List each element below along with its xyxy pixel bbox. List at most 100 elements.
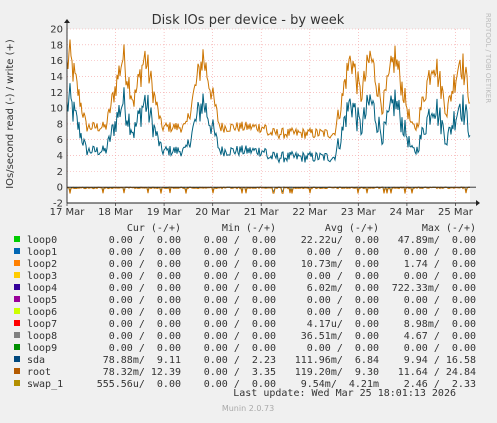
legend-avg-root: 119.20m/ 9.30 (295, 367, 379, 378)
chart-title: Disk IOs per device - by week (152, 13, 345, 28)
y-tick-labels: -2 0 2 4 6 8 10 12 14 16 18 20 (50, 25, 63, 210)
legend-name-loop8: loop8 (27, 331, 57, 342)
legend-swatch-root (14, 368, 20, 374)
legend-max-loop4: 722.33m/ 0.00 (392, 283, 476, 294)
y-tick-label: 12 (50, 88, 63, 99)
legend-swatch-loop0 (14, 236, 20, 242)
x-tick-label: 24 Mar (389, 207, 425, 218)
legend-cur-loop7: 0.00 / 0.00 (109, 319, 181, 330)
y-axis-label: IOs/second read (-) / write (+) (5, 39, 16, 189)
x-tick-label: 19 Mar (147, 207, 183, 218)
legend-cur-swap_1: 555.56u/ 0.00 (97, 379, 181, 390)
legend-min-loop2: 0.00 / 0.00 (204, 259, 276, 270)
x-tick-label: 21 Mar (244, 207, 280, 218)
legend-cur-loop3: 0.00 / 0.00 (109, 271, 181, 282)
legend-avg-loop3: 0.00 / 0.00 (307, 271, 379, 282)
legend-max-sda: 9.94 / 16.58 (404, 355, 476, 366)
y-tick-label: 20 (50, 25, 63, 36)
legend-swatch-loop5 (14, 296, 20, 302)
legend-name-loop1: loop1 (27, 247, 57, 258)
x-axis-arrow (476, 200, 480, 206)
legend-avg-loop9: 0.00 / 0.00 (307, 343, 379, 354)
legend-max-loop8: 4.67 / 0.00 (404, 331, 476, 342)
y-tick-label: 6 (57, 135, 63, 146)
last-update: Last update: Wed Mar 25 18:01:13 2026 (233, 388, 456, 399)
legend-header-max: Max (-/+) (422, 223, 476, 234)
legend-header-min: Min (-/+) (222, 223, 276, 234)
legend-name-sda: sda (27, 355, 45, 366)
legend-cur-loop8: 0.00 / 0.00 (109, 331, 181, 342)
y-tick-label: -2 (53, 199, 63, 210)
legend-cur-sda: 78.88m/ 9.11 (103, 355, 181, 366)
legend-swatch-loop8 (14, 332, 20, 338)
legend-max-root: 11.64 / 24.84 (398, 367, 476, 378)
legend-name-loop2: loop2 (27, 259, 57, 270)
legend-min-loop0: 0.00 / 0.00 (204, 235, 276, 246)
legend-swatch-swap_1 (14, 380, 20, 386)
legend-avg-sda: 111.96m/ 6.84 (295, 355, 379, 366)
legend-avg-loop7: 4.17u/ 0.00 (307, 319, 379, 330)
series-line-root-write (66, 39, 471, 141)
series-line-sda-write (66, 83, 471, 164)
legend-header-avg: Avg (-/+) (325, 223, 379, 234)
legend-max-loop9: 0.00 / 0.00 (404, 343, 476, 354)
legend-max-loop3: 0.00 / 0.00 (404, 271, 476, 282)
legend-avg-loop4: 6.02m/ 0.00 (307, 283, 379, 294)
legend-swatch-loop2 (14, 260, 20, 266)
x-tick-label: 25 Mar (438, 207, 474, 218)
legend-swatch-loop3 (14, 272, 20, 278)
munin-version: Munin 2.0.73 (222, 404, 274, 413)
legend-swatch-loop9 (14, 344, 20, 350)
legend-max-loop7: 8.98m/ 0.00 (404, 319, 476, 330)
legend-cur-loop6: 0.00 / 0.00 (109, 307, 181, 318)
y-tick-label: 4 (57, 151, 63, 162)
legend-avg-loop0: 22.22u/ 0.00 (301, 235, 379, 246)
legend-name-loop6: loop6 (27, 307, 57, 318)
legend-name-swap_1: swap_1 (27, 379, 63, 390)
legend-swatch-sda (14, 356, 20, 362)
legend-name-loop7: loop7 (27, 319, 57, 330)
x-tick-labels: 17 Mar 18 Mar 19 Mar 20 Mar 21 Mar 22 Mar 23 M… (50, 207, 474, 218)
legend-avg-loop6: 0.00 / 0.00 (307, 307, 379, 318)
x-tick-label: 17 Mar (50, 207, 86, 218)
legend-name-loop3: loop3 (27, 271, 57, 282)
y-tick-label: 14 (50, 72, 63, 83)
legend-avg-loop1: 0.00 / 0.00 (307, 247, 379, 258)
legend-header-cur: Cur (-/+) (127, 223, 181, 234)
rrdtool-credit: RRDTOOL / TOBI OETIKER (484, 13, 492, 103)
legend-name-loop9: loop9 (27, 343, 57, 354)
legend-cur-loop2: 0.00 / 0.00 (109, 259, 181, 270)
plot-area (67, 29, 470, 203)
legend-max-loop5: 0.00 / 0.00 (404, 295, 476, 306)
legend-min-loop7: 0.00 / 0.00 (204, 319, 276, 330)
legend-name-loop4: loop4 (27, 283, 57, 294)
legend-min-loop9: 0.00 / 0.00 (204, 343, 276, 354)
x-tick-label: 22 Mar (292, 207, 328, 218)
legend-min-loop5: 0.00 / 0.00 (204, 295, 276, 306)
legend-avg-loop5: 0.00 / 0.00 (307, 295, 379, 306)
legend-min-loop6: 0.00 / 0.00 (204, 307, 276, 318)
x-tick-label: 18 Mar (98, 207, 134, 218)
axes (64, 19, 480, 206)
legend-max-swap_1: 2.46 / 2.33 (404, 379, 476, 390)
legend-avg-loop8: 36.51m/ 0.00 (301, 331, 379, 342)
legend-min-loop1: 0.00 / 0.00 (204, 247, 276, 258)
legend-min-root: 0.00 / 3.35 (204, 367, 276, 378)
y-tick-label: 8 (57, 119, 63, 130)
legend-swatch-loop6 (14, 308, 20, 314)
y-tick-label: 0 (57, 183, 63, 194)
legend-cur-loop4: 0.00 / 0.00 (109, 283, 181, 294)
legend-min-sda: 0.00 / 2.23 (204, 355, 276, 366)
y-tick-label: 2 (57, 167, 63, 178)
legend-swatch-loop1 (14, 248, 20, 254)
x-tick-label: 20 Mar (195, 207, 231, 218)
legend: Cur (-/+) Min (-/+) Avg (-/+) Max (-/+) loop… (14, 223, 476, 390)
legend-cur-loop0: 0.00 / 0.00 (109, 235, 181, 246)
legend-min-loop8: 0.00 / 0.00 (204, 331, 276, 342)
legend-min-loop3: 0.00 / 0.00 (204, 271, 276, 282)
legend-cur-loop1: 0.00 / 0.00 (109, 247, 181, 258)
legend-max-loop2: 1.74 / 0.00 (404, 259, 476, 270)
legend-min-loop4: 0.00 / 0.00 (204, 283, 276, 294)
